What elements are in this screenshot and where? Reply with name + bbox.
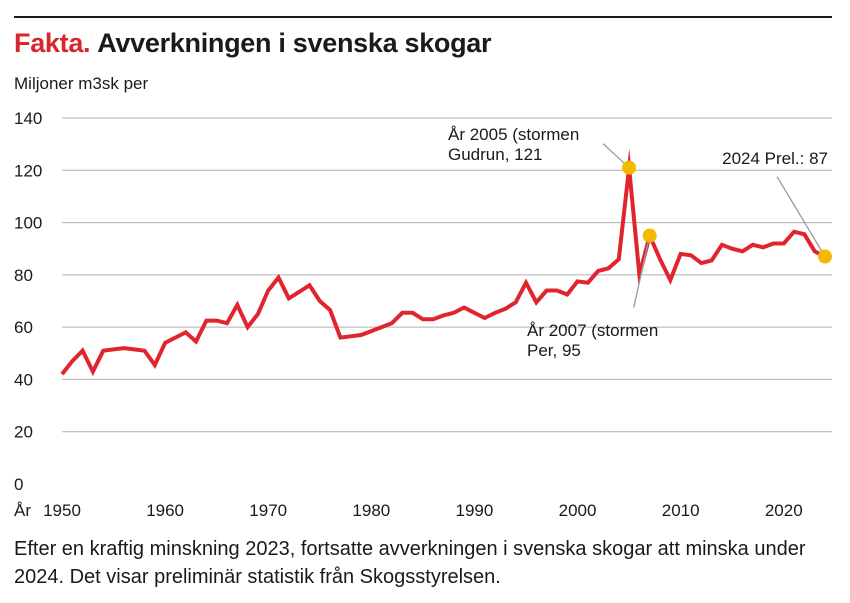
- annotation-leader: [776, 176, 826, 257]
- y-axis-label: Miljoner m3sk per: [14, 74, 149, 93]
- y-tick-label: 120: [14, 161, 42, 180]
- annotation-marker: [818, 249, 832, 264]
- x-tick-label: 1950: [43, 501, 81, 520]
- annotation-label: År 2007 (stormen: [527, 321, 658, 340]
- x-tick-label: 1960: [146, 501, 184, 520]
- annotation-label: 2024 Prel.: 87: [722, 149, 828, 168]
- y-tick-label: 60: [14, 318, 33, 337]
- annotation-marker: [642, 228, 657, 243]
- y-tick-label: 100: [14, 214, 42, 233]
- y-tick-label: 0: [14, 475, 23, 494]
- annotation-label: Per, 95: [527, 341, 581, 360]
- annotation-leader: [633, 235, 651, 308]
- annotation-label: År 2005 (stormen: [448, 125, 579, 144]
- title-kicker: Fakta.: [14, 28, 91, 58]
- x-tick-label: 1980: [352, 501, 390, 520]
- x-tick-label: 2020: [765, 501, 803, 520]
- line-chart: 0 20 40 60 80 100 120 140 År 1950 1960 1970 1980 1990…: [14, 109, 832, 520]
- y-tick-label: 20: [14, 423, 33, 442]
- chart-title: Fakta. Avverkningen i svenska skogar: [14, 28, 492, 59]
- x-axis-prefix: År: [14, 501, 31, 520]
- top-rule: [14, 16, 832, 18]
- annotation-marker: [622, 160, 637, 175]
- y-tick-label: 40: [14, 370, 33, 389]
- y-tick-label: 80: [14, 266, 33, 285]
- title-text: Avverkningen i svenska skogar: [97, 28, 492, 58]
- annotation-label: Gudrun, 121: [448, 145, 543, 164]
- x-tick-label: 1990: [456, 501, 494, 520]
- x-tick-label: 2010: [662, 501, 700, 520]
- x-tick-label: 1970: [249, 501, 287, 520]
- data-series-line: [60, 148, 826, 377]
- caption: Efter en kraftig minskning 2023, fortsat…: [14, 538, 806, 588]
- x-tick-label: 2000: [559, 501, 597, 520]
- y-tick-label: 140: [14, 109, 42, 128]
